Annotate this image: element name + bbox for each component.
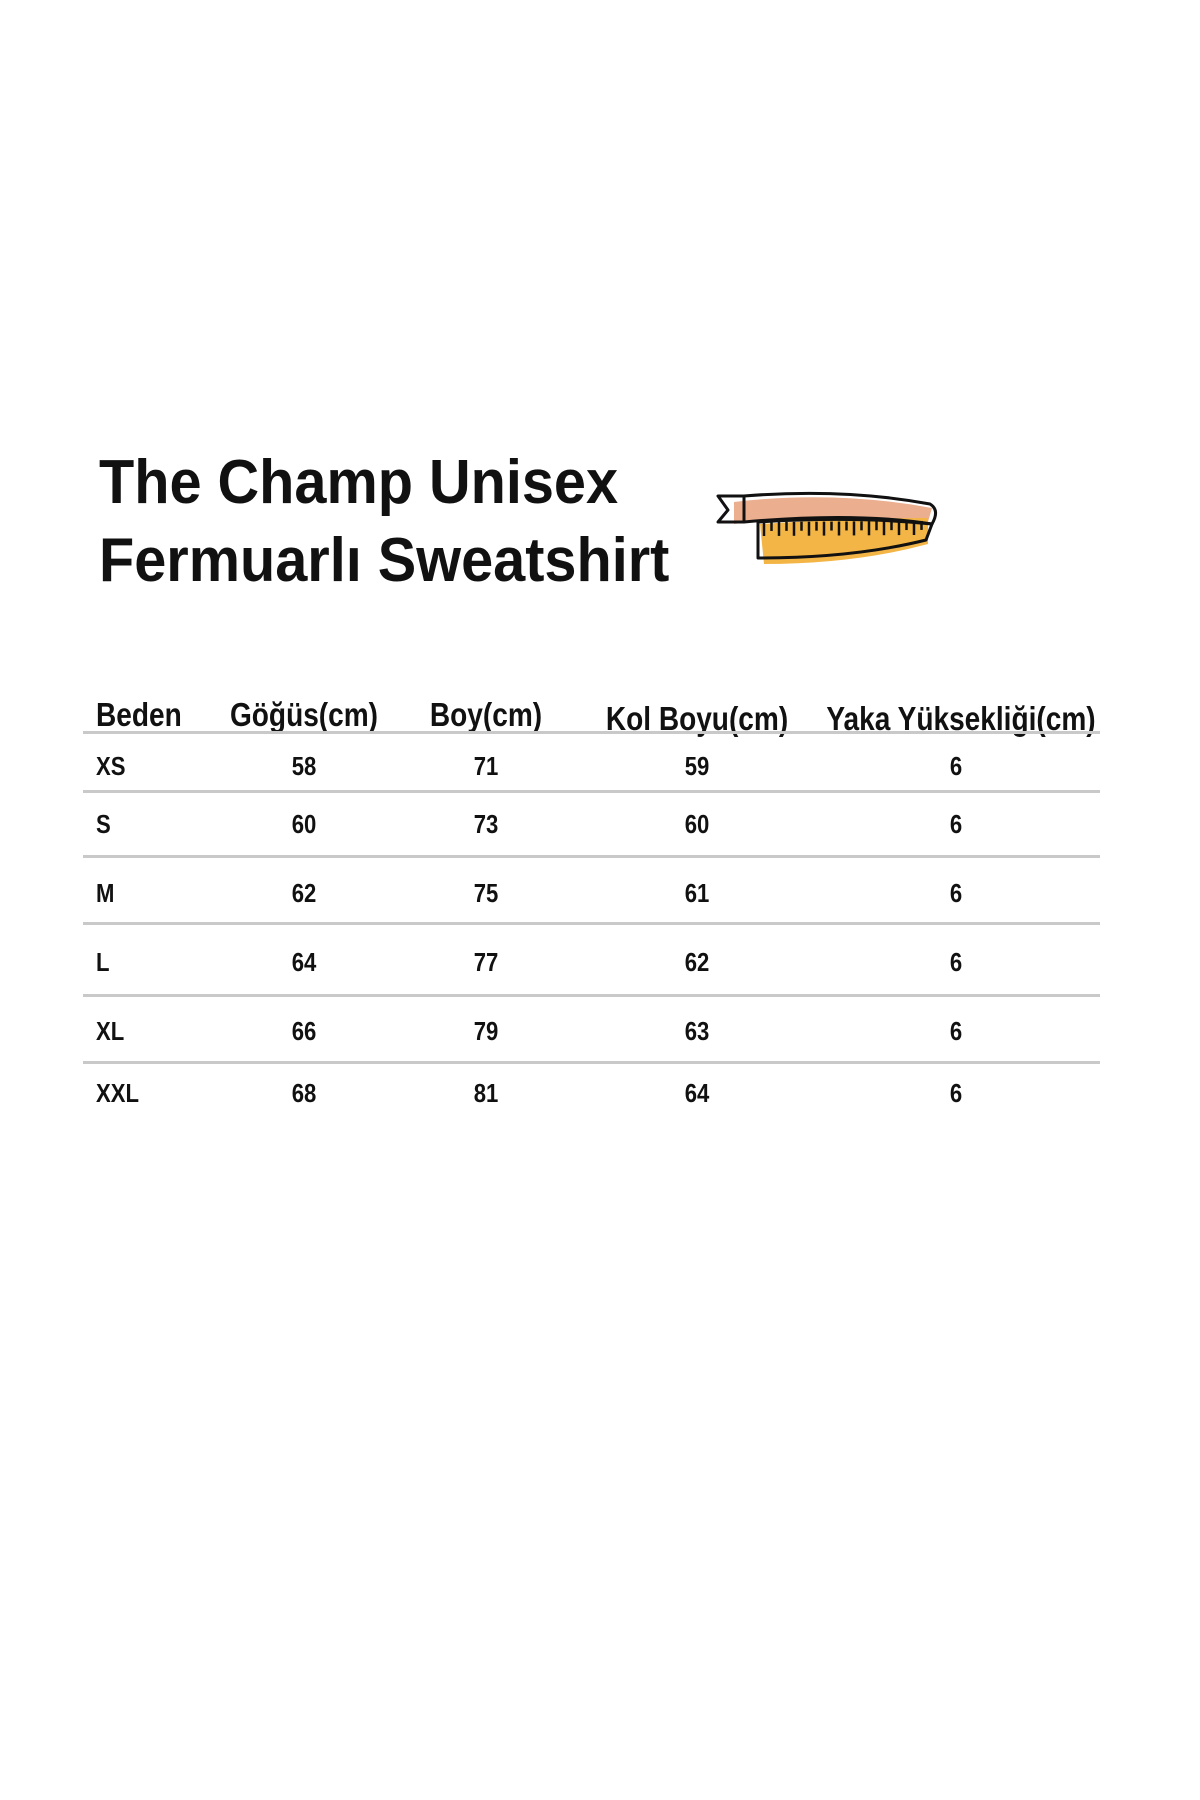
table-cell: 75: [473, 878, 499, 908]
row-divider: [83, 922, 1100, 925]
table-cell: 6: [949, 1016, 963, 1046]
row-divider: [83, 731, 1100, 734]
size-label: XS: [96, 751, 126, 781]
table-cell: 79: [473, 1016, 499, 1046]
row-divider: [83, 1061, 1100, 1064]
table-cell: 62: [684, 947, 710, 977]
header-chest: Göğüs(cm): [229, 696, 379, 733]
header-collar: Yaka Yüksekliği(cm): [826, 700, 1096, 737]
table-cell: 68: [291, 1078, 317, 1108]
table-cell: 71: [473, 751, 499, 781]
size-label: M: [96, 878, 115, 908]
header-sleeve: Kol Boyu(cm): [605, 700, 789, 737]
table-cell: 6: [949, 751, 963, 781]
row-divider: [83, 994, 1100, 997]
measuring-tape-icon: [716, 491, 937, 564]
table-cell: 6: [949, 947, 963, 977]
size-label: XXL: [96, 1078, 139, 1108]
table-cell: 64: [684, 1078, 710, 1108]
size-label: L: [96, 947, 110, 977]
table-cell: 6: [949, 809, 963, 839]
table-cell: 61: [684, 878, 710, 908]
table-cell: 81: [473, 1078, 499, 1108]
table-cell: 58: [291, 751, 317, 781]
table-cell: 77: [473, 947, 499, 977]
row-divider: [83, 790, 1100, 793]
table-cell: 60: [684, 809, 710, 839]
table-cell: 73: [473, 809, 499, 839]
title-line-1: The Champ Unisex: [99, 448, 619, 517]
title-line-2: Fermuarlı Sweatshirt: [99, 526, 670, 595]
table-cell: 6: [949, 878, 963, 908]
size-label: S: [96, 809, 111, 839]
table-cell: 59: [684, 751, 710, 781]
header-length: Boy(cm): [429, 696, 543, 733]
header-size: Beden: [96, 696, 182, 733]
table-cell: 60: [291, 809, 317, 839]
table-cell: 6: [949, 1078, 963, 1108]
table-cell: 66: [291, 1016, 317, 1046]
table-cell: 63: [684, 1016, 710, 1046]
size-label: XL: [96, 1016, 125, 1046]
row-divider: [83, 855, 1100, 858]
table-cell: 64: [291, 947, 317, 977]
table-cell: 62: [291, 878, 317, 908]
